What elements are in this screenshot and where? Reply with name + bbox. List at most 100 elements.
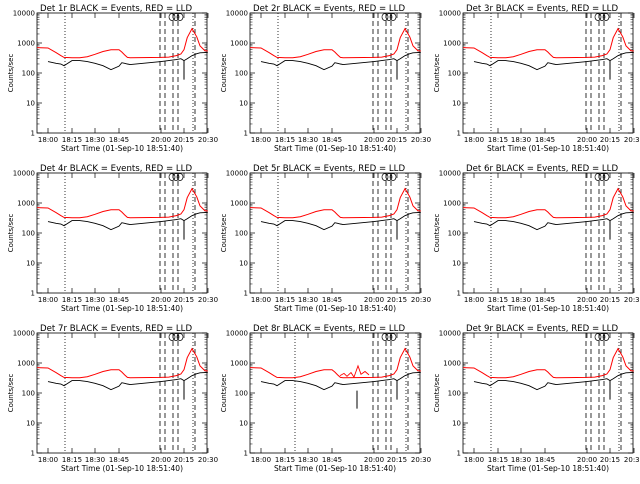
x-tick-label: 18:15 [62, 456, 82, 464]
axes-frame [462, 332, 634, 454]
flare-marker [381, 333, 389, 341]
x-axis-label: Start Time (01-Sep-10 18:51:40) [487, 464, 609, 473]
flare-marker [598, 333, 606, 341]
y-tick-label: 100 [235, 70, 248, 78]
x-tick-label: 18:30 [298, 456, 318, 464]
x-tick-label: 18:45 [535, 456, 555, 464]
x-tick-label: 18:45 [322, 296, 342, 304]
x-tick-label: 20:00 [364, 296, 384, 304]
panel-title: Det 5r BLACK = Events, RED = LLD [253, 164, 405, 174]
y-tick-label: 100 [22, 70, 35, 78]
y-tick-label: 10000 [439, 170, 461, 178]
axes-frame [249, 12, 421, 134]
y-tick-label: 1000 [17, 200, 35, 208]
y-tick-label: 10 [452, 100, 461, 108]
flare-marker [172, 333, 180, 341]
x-tick-label: 18:45 [109, 456, 129, 464]
y-tick-label: 1000 [230, 360, 248, 368]
flare-marker [602, 333, 610, 341]
flare-marker [594, 13, 602, 21]
x-tick-label: 20:30 [624, 296, 640, 304]
y-tick-label: 10000 [13, 170, 35, 178]
x-tick-label: 18:00 [464, 296, 484, 304]
series-events-line [473, 212, 634, 231]
x-tick-label: 18:00 [38, 456, 58, 464]
x-tick-label: 20:00 [364, 136, 384, 144]
x-tick-label: 20:15 [387, 456, 407, 464]
series-events-line [473, 372, 634, 391]
x-tick-label: 18:00 [251, 456, 271, 464]
y-tick-label: 1000 [17, 40, 35, 48]
y-tick-label: 1000 [443, 40, 461, 48]
series-events-line [260, 212, 421, 231]
panel-title: Det 6r BLACK = Events, RED = LLD [466, 164, 618, 174]
x-tick-label: 20:30 [624, 136, 640, 144]
series-lld-line [36, 347, 208, 379]
x-tick-label: 18:00 [464, 456, 484, 464]
series-events-line [473, 52, 634, 71]
flare-marker [172, 13, 180, 21]
x-tick-label: 20:15 [600, 456, 620, 464]
x-tick-label: 18:30 [85, 456, 105, 464]
y-tick-label: 10000 [226, 10, 248, 18]
panel-title: Det 2r BLACK = Events, RED = LLD [253, 4, 405, 14]
y-axis-label: Counts/sec [220, 54, 228, 93]
detector-panel-9: Det 9r BLACK = Events, RED = LLD 1 10 100 10… [433, 324, 640, 473]
flare-marker [176, 333, 184, 341]
x-tick-label: 20:30 [411, 456, 431, 464]
detector-panel-1: Det 1r BLACK = Events, RED = LLD 1 10 100 10… [7, 4, 218, 153]
flare-marker [172, 173, 180, 181]
x-tick-label: 20:30 [198, 456, 218, 464]
y-tick-label: 10000 [439, 10, 461, 18]
flare-marker [176, 173, 184, 181]
y-tick-label: 10000 [226, 330, 248, 338]
y-tick-label: 1 [31, 450, 35, 458]
y-axis-label: Counts/sec [220, 374, 228, 413]
y-tick-label: 1 [244, 290, 248, 298]
x-tick-label: 18:15 [62, 296, 82, 304]
x-tick-label: 18:45 [109, 136, 129, 144]
x-tick-label: 18:30 [511, 296, 531, 304]
series-lld-line [462, 187, 634, 219]
y-tick-label: 1 [457, 290, 461, 298]
panel-title: Det 7r BLACK = Events, RED = LLD [40, 324, 192, 334]
x-tick-label: 20:30 [411, 136, 431, 144]
x-tick-label: 18:15 [62, 136, 82, 144]
x-tick-label: 18:00 [251, 296, 271, 304]
y-axis-label: Counts/sec [433, 214, 441, 253]
axes-frame [36, 12, 208, 134]
axes-frame [462, 172, 634, 294]
x-axis-label: Start Time (01-Sep-10 18:51:40) [274, 304, 396, 313]
panel-title: Det 4r BLACK = Events, RED = LLD [40, 164, 192, 174]
flare-marker [385, 173, 393, 181]
series-events-line [260, 372, 421, 391]
y-tick-label: 10000 [13, 10, 35, 18]
x-tick-label: 20:30 [624, 456, 640, 464]
flare-marker [389, 173, 397, 181]
x-tick-label: 18:15 [275, 456, 295, 464]
flare-marker [594, 173, 602, 181]
x-axis-label: Start Time (01-Sep-10 18:51:40) [61, 144, 183, 153]
y-axis-label: Counts/sec [7, 374, 15, 413]
series-lld-line [249, 187, 421, 219]
axes-frame [462, 12, 634, 134]
y-tick-label: 1 [31, 130, 35, 138]
x-tick-label: 20:15 [387, 136, 407, 144]
y-axis-label: Counts/sec [220, 214, 228, 253]
flare-marker [176, 13, 184, 21]
panel-title: Det 3r BLACK = Events, RED = LLD [466, 4, 618, 14]
series-lld-line [249, 347, 421, 379]
x-tick-label: 20:15 [600, 296, 620, 304]
detector-panel-3: Det 3r BLACK = Events, RED = LLD 1 10 100 10… [433, 4, 640, 153]
x-axis-label: Start Time (01-Sep-10 18:51:40) [487, 144, 609, 153]
x-tick-label: 20:00 [151, 136, 171, 144]
y-tick-label: 10000 [226, 170, 248, 178]
x-tick-label: 18:00 [38, 296, 58, 304]
x-tick-label: 18:45 [322, 456, 342, 464]
flare-marker [594, 333, 602, 341]
flare-marker [598, 13, 606, 21]
y-tick-label: 1000 [230, 40, 248, 48]
x-tick-label: 20:00 [577, 456, 597, 464]
flare-marker [168, 13, 176, 21]
